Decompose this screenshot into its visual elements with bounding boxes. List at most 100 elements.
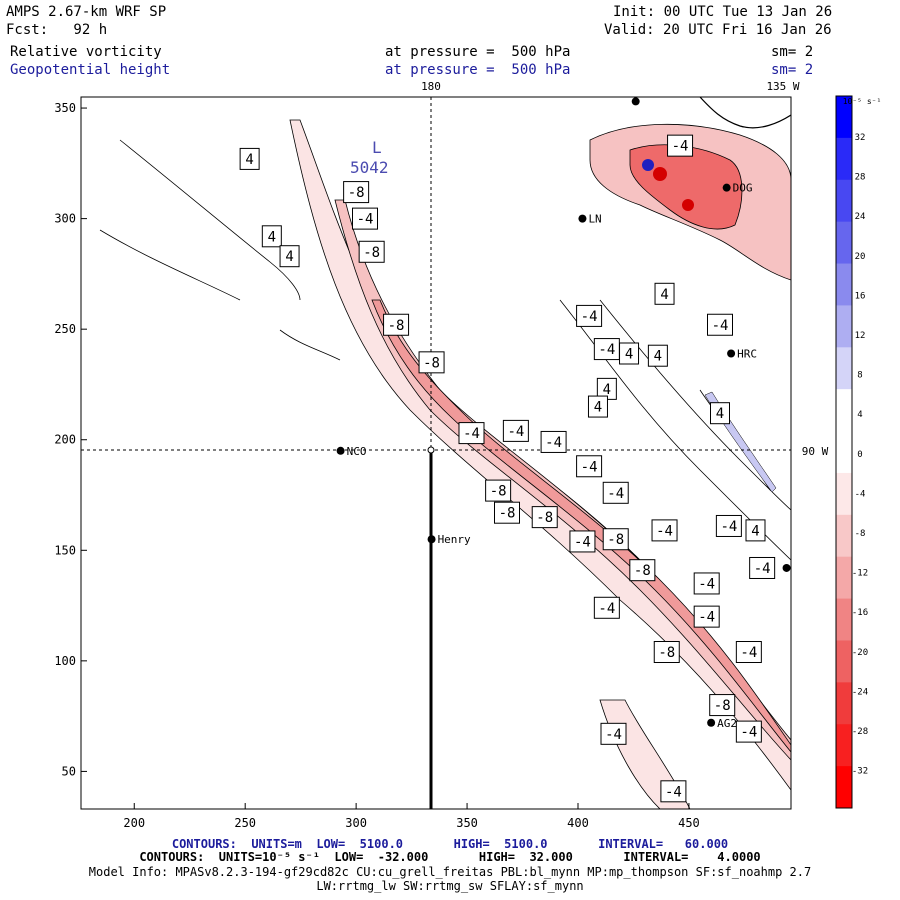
contour-label-text: -4 <box>698 576 715 592</box>
contour-label: -8 <box>531 506 558 529</box>
contour-label-text: 4 <box>660 287 668 303</box>
contour-label: -8 <box>343 181 370 204</box>
colorbar-label: 4 <box>857 410 862 420</box>
contour-label: -4 <box>602 481 629 504</box>
contour-label-text: 4 <box>716 406 724 422</box>
contour-label-box <box>239 147 260 170</box>
station-label: NCO <box>347 445 367 458</box>
y-axis: 350 300 250 200 150 100 50 <box>54 101 87 778</box>
contour-label-text: 4 <box>603 382 611 398</box>
contour-label: -8 <box>653 641 680 664</box>
contour-label-text: -4 <box>545 435 562 451</box>
contour-label-text: -4 <box>720 519 737 535</box>
contour-label-text: 4 <box>594 400 602 416</box>
geopotential-contour <box>699 97 791 129</box>
contour-label-text: 4 <box>285 249 293 265</box>
contour-label-box <box>593 596 620 619</box>
contour-label-box <box>602 481 629 504</box>
contour-label-box <box>576 304 603 327</box>
contour-label: 4 <box>587 395 608 418</box>
contour-label-box <box>587 395 608 418</box>
contour-label-box <box>569 530 596 553</box>
pos-contour-5 <box>599 299 791 511</box>
contour-label-box <box>502 419 529 442</box>
vorticity-max-blue <box>642 159 654 171</box>
colorbar-label: -12 <box>852 569 868 579</box>
x-tick-label: 250 <box>234 816 256 830</box>
colorbar: 32 28 24 20 16 12 8 4 0 -4 -8 -12 -16 -20 -24 -28 -32 10⁻… <box>835 95 881 809</box>
contour-label-box <box>358 240 385 263</box>
station-label: DOG <box>733 182 753 195</box>
contour-label-box <box>600 722 627 745</box>
contour-label: -4 <box>352 207 378 230</box>
contour-label: -4 <box>749 556 776 579</box>
contour-label-text: -8 <box>490 484 507 500</box>
contour-label-text: -4 <box>698 610 715 626</box>
contour-label-text: -4 <box>740 725 757 741</box>
model-title: AMPS 2.67-km WRF SP <box>6 4 167 20</box>
contour-label-text: -8 <box>634 563 651 579</box>
field1-level: at pressure = 500 hPa <box>385 44 571 60</box>
contour-label: 4 <box>647 344 668 367</box>
contour-label: -8 <box>709 694 736 717</box>
contour-label-box <box>709 694 736 717</box>
station-dot <box>722 183 731 192</box>
contour-label: -4 <box>651 519 678 542</box>
colorbar-segment <box>836 640 852 683</box>
contour-label-text: -4 <box>754 561 771 577</box>
contour-label-text: -4 <box>357 212 374 228</box>
contour-label: -8 <box>418 351 445 374</box>
contour-label: -4 <box>502 419 529 442</box>
contour-label-box <box>745 519 766 542</box>
contour-label-text: -8 <box>714 698 731 714</box>
colorbar-label: -32 <box>852 767 868 777</box>
colorbar-label: -24 <box>852 687 868 697</box>
contour-label-box <box>531 506 558 529</box>
colorbar-label: 28 <box>855 173 866 183</box>
pole-marker <box>427 446 435 454</box>
lon-label-90w: 90 W <box>802 445 829 458</box>
contour-label-text: -4 <box>607 486 624 502</box>
colorbar-segment <box>836 766 852 809</box>
contour-label-text: -4 <box>574 534 591 550</box>
contour-label: -4 <box>693 572 720 595</box>
contour-label-box <box>710 402 730 425</box>
contour-label-box <box>540 430 567 453</box>
contour-label: -4 <box>600 722 627 745</box>
colorbar-segment <box>836 221 852 265</box>
contour-label-box <box>653 641 680 664</box>
contour-label-text: 4 <box>268 229 276 245</box>
colorbar-label: -20 <box>852 648 868 658</box>
contour-label-text: 4 <box>245 152 253 168</box>
y-tick-label: 250 <box>54 322 76 336</box>
colorbar-segment <box>836 724 852 767</box>
station-dot <box>631 97 640 106</box>
contour-label-box <box>693 605 720 628</box>
y-tick-label: 50 <box>62 764 76 778</box>
contour-label-box <box>576 455 603 478</box>
colorbar-segment <box>836 472 852 516</box>
contour-label-box <box>660 780 687 803</box>
contour-label-box <box>458 422 485 445</box>
contour-label: -4 <box>576 455 603 478</box>
contour-label: -8 <box>494 501 520 524</box>
station-label: Henry <box>438 533 471 546</box>
contour-label: -4 <box>576 304 603 327</box>
contour-label: 4 <box>710 402 730 425</box>
contour-label-box <box>693 572 720 595</box>
colorbar-segment <box>836 347 852 390</box>
contour-label: -4 <box>660 780 687 803</box>
colorbar-label: 0 <box>857 450 862 460</box>
contour-labels: 444-8-4-8-8-8-4 -4-4-4-8-8 -8-4 -8-8-4-4 -4 4… <box>239 134 776 803</box>
contour-label: 4 <box>654 282 675 305</box>
contour-label-box <box>667 134 694 157</box>
contour-label: 4 <box>619 342 640 365</box>
colorbar-label: 20 <box>855 252 866 262</box>
contour-label-text: -4 <box>507 424 524 440</box>
contour-label: -4 <box>707 313 733 336</box>
contour-label-text: -8 <box>499 506 516 522</box>
contour-label: -8 <box>602 528 629 551</box>
y-tick-label: 300 <box>54 212 76 226</box>
contour-label-text: -8 <box>363 245 380 261</box>
